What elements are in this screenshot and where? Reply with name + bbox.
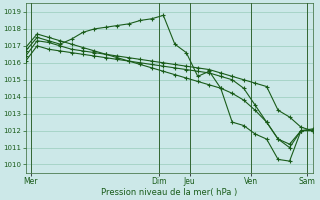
X-axis label: Pression niveau de la mer( hPa ): Pression niveau de la mer( hPa ) [101,188,237,197]
